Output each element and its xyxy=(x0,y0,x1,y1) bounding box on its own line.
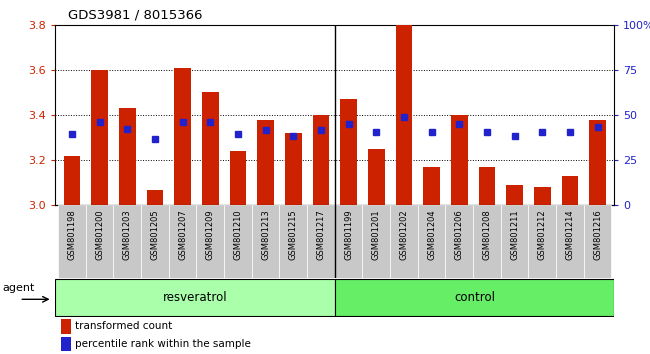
Bar xyxy=(257,120,274,205)
Bar xyxy=(368,149,385,205)
Text: GDS3981 / 8015366: GDS3981 / 8015366 xyxy=(68,8,203,21)
Text: GSM801201: GSM801201 xyxy=(372,209,381,259)
Bar xyxy=(307,205,335,278)
Bar xyxy=(169,205,196,278)
Text: GSM801209: GSM801209 xyxy=(205,209,214,259)
Text: control: control xyxy=(454,291,495,304)
Bar xyxy=(363,205,390,278)
Bar xyxy=(423,167,440,205)
Bar xyxy=(285,133,302,205)
Text: resveratrol: resveratrol xyxy=(162,291,228,304)
Text: GSM801204: GSM801204 xyxy=(427,209,436,259)
Bar xyxy=(61,337,71,352)
Bar xyxy=(506,185,523,205)
Text: GSM801198: GSM801198 xyxy=(68,209,76,260)
Bar xyxy=(55,279,335,316)
Bar xyxy=(335,279,614,316)
Bar xyxy=(64,156,80,205)
Text: GSM801199: GSM801199 xyxy=(344,209,353,259)
Bar xyxy=(534,187,551,205)
Text: GSM801214: GSM801214 xyxy=(566,209,575,259)
Bar xyxy=(141,205,169,278)
Bar xyxy=(445,205,473,278)
Bar xyxy=(473,205,500,278)
Bar xyxy=(478,167,495,205)
Bar xyxy=(113,205,141,278)
Text: GSM801206: GSM801206 xyxy=(455,209,464,260)
Bar xyxy=(146,189,163,205)
Text: GSM801207: GSM801207 xyxy=(178,209,187,260)
Text: transformed count: transformed count xyxy=(75,321,172,331)
Bar xyxy=(562,176,578,205)
Bar xyxy=(396,25,412,205)
Bar xyxy=(556,205,584,278)
Text: GSM801215: GSM801215 xyxy=(289,209,298,259)
Bar xyxy=(313,115,329,205)
Text: agent: agent xyxy=(3,282,35,293)
Bar xyxy=(86,205,113,278)
Text: percentile rank within the sample: percentile rank within the sample xyxy=(75,339,251,349)
Bar xyxy=(335,205,363,278)
Text: GSM801203: GSM801203 xyxy=(123,209,132,260)
Bar xyxy=(500,205,528,278)
Text: GSM801213: GSM801213 xyxy=(261,209,270,260)
Bar xyxy=(58,205,86,278)
Bar xyxy=(224,205,252,278)
Text: GSM801202: GSM801202 xyxy=(400,209,408,259)
Text: GSM801210: GSM801210 xyxy=(233,209,242,259)
Bar xyxy=(91,70,108,205)
Bar xyxy=(451,115,467,205)
Bar xyxy=(252,205,280,278)
Text: GSM801212: GSM801212 xyxy=(538,209,547,259)
Bar xyxy=(119,108,135,205)
Bar xyxy=(196,205,224,278)
Bar xyxy=(584,205,612,278)
Bar xyxy=(61,319,71,333)
Bar xyxy=(174,68,191,205)
Bar xyxy=(341,99,357,205)
Bar xyxy=(418,205,445,278)
Bar xyxy=(390,205,418,278)
Text: GSM801208: GSM801208 xyxy=(482,209,491,260)
Bar xyxy=(528,205,556,278)
Bar xyxy=(590,120,606,205)
Text: GSM801200: GSM801200 xyxy=(95,209,104,259)
Text: GSM801205: GSM801205 xyxy=(150,209,159,259)
Bar xyxy=(202,92,218,205)
Text: GSM801217: GSM801217 xyxy=(317,209,326,260)
Bar xyxy=(229,151,246,205)
Text: GSM801211: GSM801211 xyxy=(510,209,519,259)
Text: GSM801216: GSM801216 xyxy=(593,209,602,260)
Bar xyxy=(280,205,307,278)
